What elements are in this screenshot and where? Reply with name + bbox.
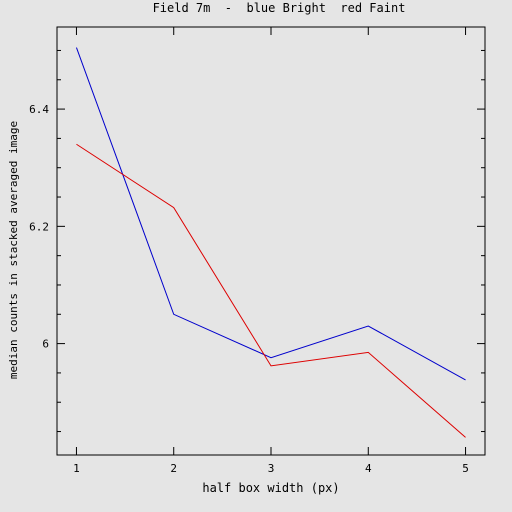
series-line-0: [75, 47, 466, 381]
chart-title: Field 7m - blue Bright red Faint: [153, 1, 406, 15]
series-line-1: [76, 143, 466, 438]
x-tick-label: 3: [268, 462, 275, 475]
y-axis-title: median counts in stacked averaged image: [7, 121, 20, 379]
x-axis-title: half box width (px): [202, 481, 339, 495]
tick-labels: 1 2 3 4 5 6 6.2 6.4: [29, 103, 469, 475]
x-tick-label: 5: [462, 462, 469, 475]
series-lines: [75, 47, 466, 438]
y-tick-label: 6.4: [29, 103, 49, 116]
x-tick-label: 1: [73, 462, 80, 475]
plot-frame: [56, 26, 486, 456]
y-tick-label: 6.2: [29, 220, 49, 233]
x-tick-label: 2: [170, 462, 177, 475]
y-tick-label: 6: [42, 338, 49, 351]
axis-ticks: [57, 27, 485, 455]
x-tick-label: 4: [365, 462, 372, 475]
